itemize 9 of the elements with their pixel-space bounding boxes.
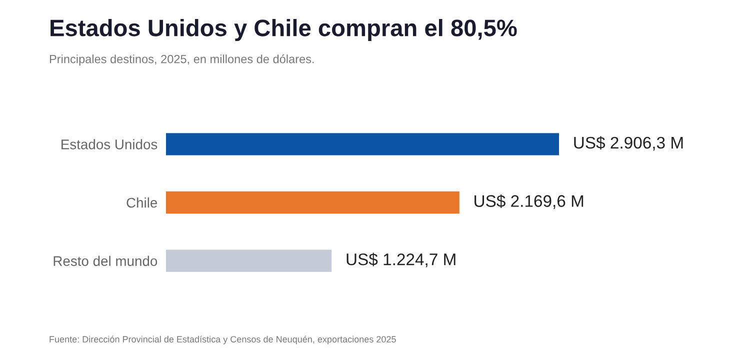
y-tick-label: Estados Unidos xyxy=(62,139,158,150)
data-label: US$ 1.224,7 M xyxy=(346,252,456,268)
y-tick-label: Chile xyxy=(126,197,158,208)
data-label: US$ 2.906,3 M xyxy=(574,136,683,151)
data-label: US$ 2.169,6 M xyxy=(474,194,584,209)
source-note: Fuente: Dirección Provincial de Estadística y Censos de Neuquén, exportaciones 2025 xyxy=(50,336,396,344)
chart-title: Estados Unidos y Chile compran el 80,5% xyxy=(50,18,517,42)
chart-subtitle: Principales destinos, 2025, en millones de dólares. xyxy=(50,54,314,66)
y-tick-label: Resto del mundo xyxy=(54,256,158,266)
